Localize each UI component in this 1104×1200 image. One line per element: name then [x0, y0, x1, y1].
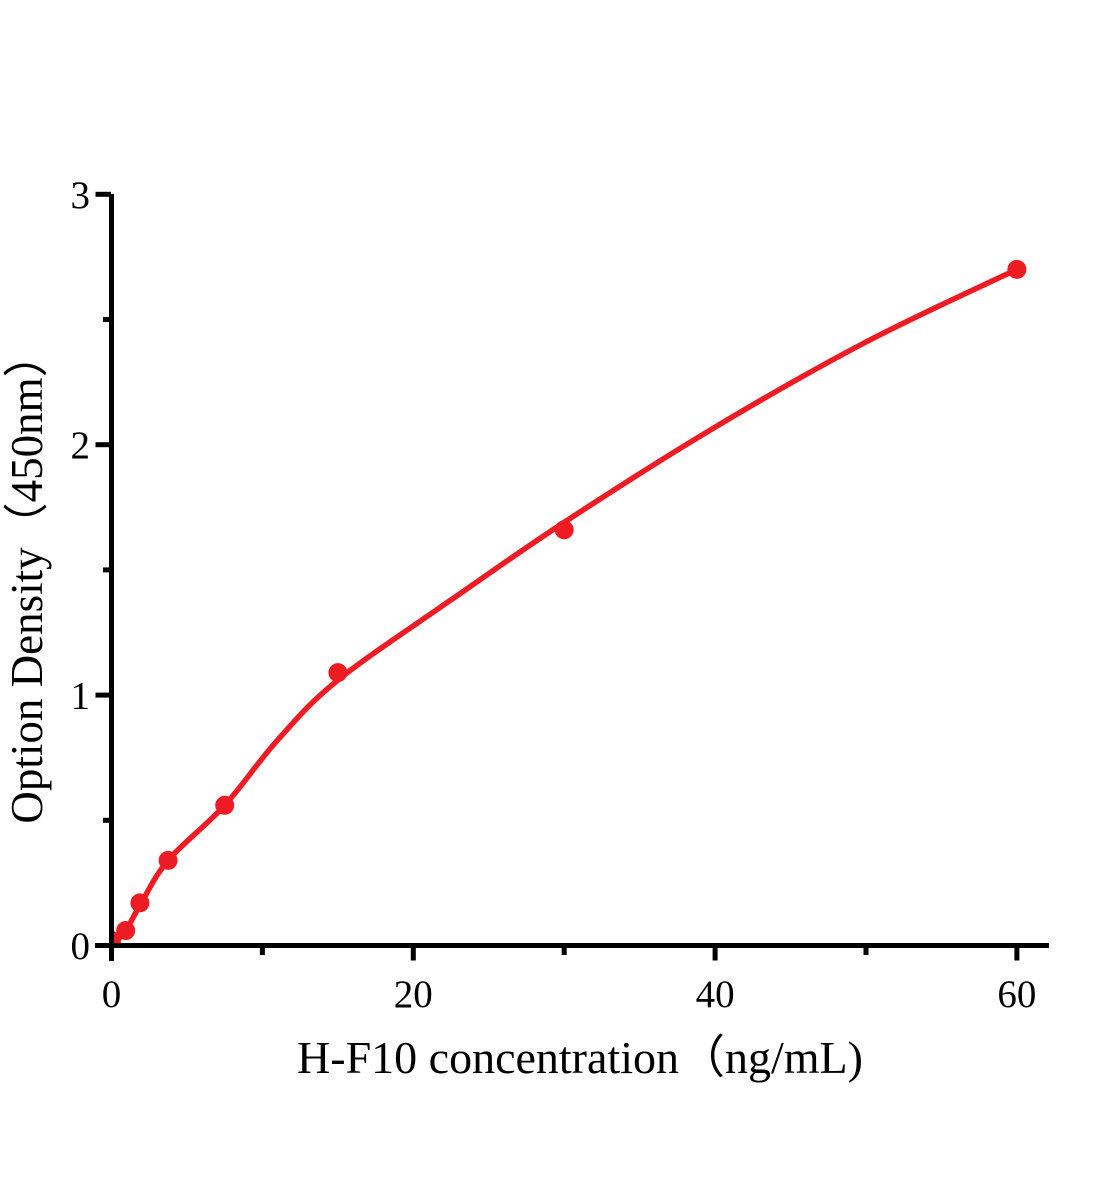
y-axis-title: Option Density（450nm）	[2, 332, 52, 823]
x-tick-label-40: 40	[696, 973, 735, 1016]
x-tick-label-20: 20	[394, 973, 433, 1016]
x-axis-title: H-F10 concentration（ng/mL)	[297, 1032, 863, 1083]
y-tick-label-1: 1	[71, 675, 91, 718]
y-tick-label-3: 3	[71, 174, 91, 217]
y-tick-label-2: 2	[71, 424, 91, 467]
plot-area	[111, 259, 1027, 946]
data-point-7	[1007, 259, 1027, 279]
plot-dynamic-layer: 0 20 40 60 0 1 2 3	[71, 174, 1049, 1016]
tick-labels: 0 20 40 60 0 1 2 3	[71, 174, 1037, 1016]
data-point-4	[215, 795, 235, 815]
fit-curve	[111, 266, 1020, 946]
data-point-1	[116, 921, 136, 940]
x-tick-label-0: 0	[102, 973, 122, 1016]
data-point-3	[158, 850, 178, 870]
axes	[95, 191, 1049, 961]
y-tick-label-0: 0	[71, 925, 91, 968]
data-point-5	[328, 663, 348, 683]
data-point-6	[554, 520, 574, 540]
x-tick-label-60: 60	[997, 973, 1036, 1016]
data-point-2	[130, 893, 150, 913]
